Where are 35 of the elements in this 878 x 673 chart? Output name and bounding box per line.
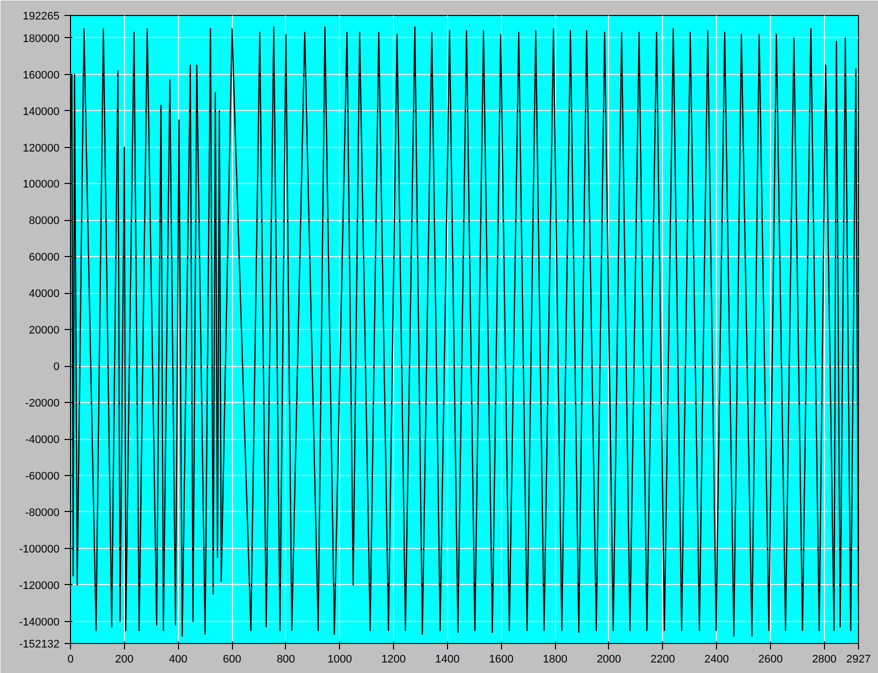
x-tick-label: 600 — [222, 654, 242, 666]
y-tick-label: 20000 — [28, 324, 60, 337]
x-tick-label: 800 — [276, 654, 296, 666]
x-tick-label: 2600 — [758, 654, 783, 666]
x-tick-label: 1000 — [327, 654, 352, 666]
y-tick-label: -60000 — [25, 470, 60, 482]
x-tick-label: 2927 — [846, 654, 871, 666]
y-tick-label: 180000 — [22, 32, 60, 45]
y-tick-label: 140000 — [22, 106, 60, 118]
x-tick-label: 2800 — [812, 654, 837, 666]
y-tick-label: 100000 — [22, 178, 60, 191]
y-tick-label: 40000 — [28, 288, 60, 300]
y-tick-label: -152132 — [19, 638, 60, 650]
y-tick-label: -40000 — [25, 434, 60, 446]
x-tick-label: 400 — [169, 654, 188, 666]
y-tick-label: 0 — [53, 361, 60, 374]
x-tick-label: 200 — [115, 654, 134, 666]
y-tick-label: -100000 — [19, 543, 60, 556]
y-tick-label: -140000 — [19, 616, 60, 628]
y-tick-label: 192265 — [22, 10, 60, 22]
x-tick-label: 2400 — [704, 654, 729, 666]
x-tick-label: 2200 — [650, 654, 676, 666]
y-tick-label: 80000 — [28, 215, 60, 228]
y-tick-label: -80000 — [25, 506, 60, 519]
x-tick-label: 1600 — [489, 654, 514, 666]
x-tick-label: 1800 — [542, 654, 568, 666]
x-tick-label: 1400 — [435, 654, 460, 666]
x-tick-label: 1200 — [381, 654, 406, 666]
y-tick-label: -20000 — [25, 398, 60, 410]
y-tick-label: -120000 — [19, 580, 60, 592]
y-tick-label: 60000 — [28, 252, 60, 264]
y-tick-label: 160000 — [22, 69, 60, 82]
y-tick-label: 120000 — [22, 142, 60, 154]
x-tick-label: 0 — [67, 654, 74, 666]
x-tick-label: 2000 — [596, 654, 622, 666]
